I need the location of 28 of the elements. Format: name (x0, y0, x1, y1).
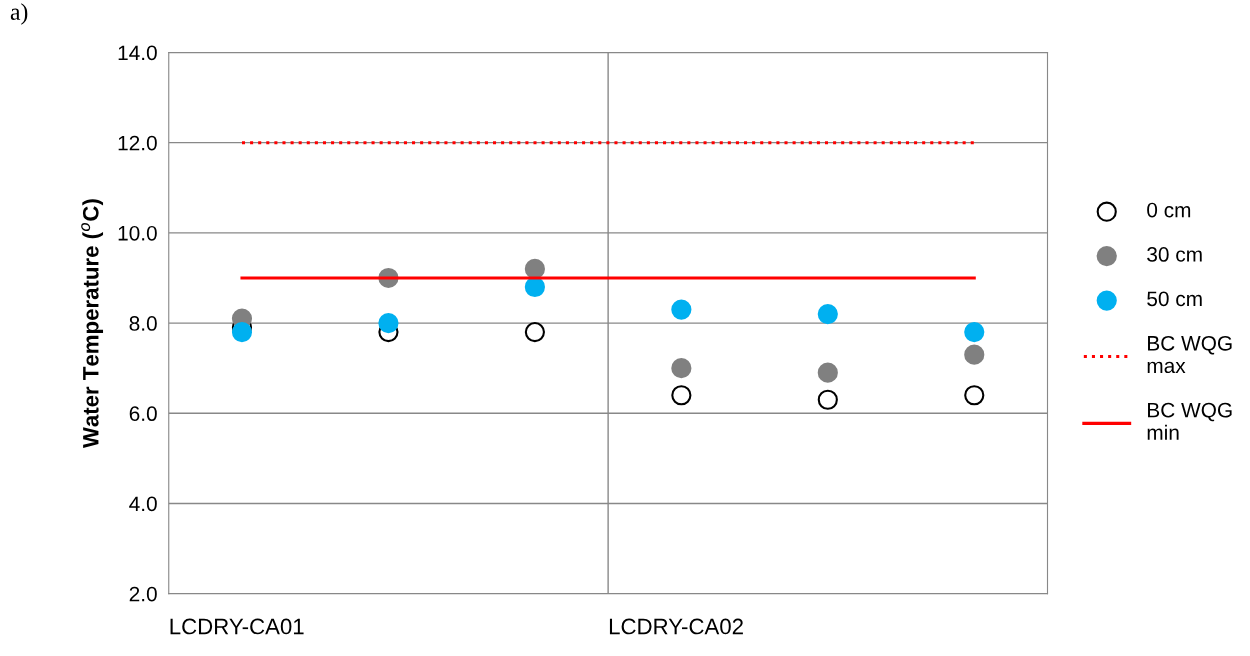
text: a) (10, 3, 28, 25)
point (671, 299, 692, 320)
y-tick-label: 6.0 (129, 406, 157, 422)
y-tick-label: 2.0 (129, 586, 157, 602)
point (964, 344, 985, 365)
point (378, 312, 399, 334)
x-tick-label: LCDRY-CA02 (609, 618, 743, 635)
point (964, 385, 985, 406)
point (231, 322, 253, 343)
y-tick-label: 10.0 (118, 225, 157, 241)
y-tick-label: 14.0 (118, 45, 157, 61)
y-tick-label: 8.0 (129, 316, 157, 331)
legend-label: 0 cm (1147, 202, 1191, 218)
legend-label: BC WQG max (1147, 335, 1232, 374)
legend-label: 30 cm (1147, 247, 1202, 262)
y-axis-title: Water Temperature ($^{o}$C) (81, 199, 104, 449)
legend-label: BC WQG min (1147, 402, 1232, 440)
point (817, 389, 838, 410)
y-tick-label: 12.0 (118, 135, 157, 151)
point (817, 303, 838, 325)
point (671, 385, 692, 406)
point (671, 358, 692, 379)
x-tick-label: LCDRY-CA01 (170, 618, 304, 635)
point (964, 322, 985, 343)
point (524, 322, 545, 343)
legend-label: 50 cm (1147, 291, 1202, 307)
y-tick-label: 4.0 (129, 496, 157, 512)
point (817, 362, 838, 383)
